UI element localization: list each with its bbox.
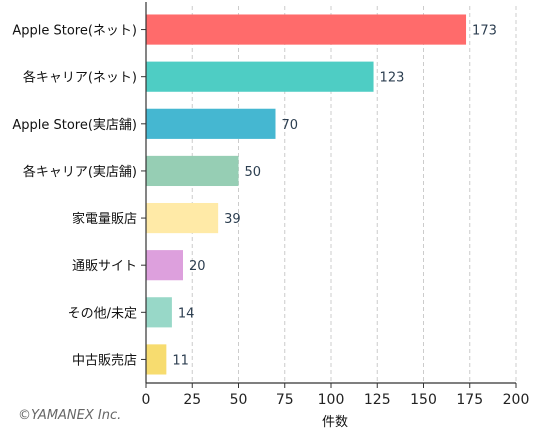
- x-tick-label: 75: [276, 392, 294, 408]
- x-tick-label: 200: [503, 392, 530, 408]
- x-tick-label: 0: [142, 392, 151, 408]
- x-axis-ticks: 0 25 50 75 100 125 150 175 200: [142, 383, 530, 408]
- x-tick-label: 100: [318, 392, 345, 408]
- x-tick-label: 175: [456, 392, 483, 408]
- data-label: 39: [224, 212, 241, 227]
- x-tick-label: 25: [183, 392, 201, 408]
- bar: [146, 297, 172, 328]
- category-label: Apple Store(ネット): [12, 24, 137, 39]
- bar: [146, 344, 167, 375]
- data-label: 70: [282, 118, 299, 133]
- copyright-text: ©YAMANEX Inc.: [18, 408, 122, 423]
- bar: [146, 202, 219, 234]
- x-tick-label: 50: [230, 392, 248, 408]
- data-label: 20: [189, 259, 206, 274]
- x-tick-label: 125: [364, 392, 391, 408]
- category-label: 家電量販店: [72, 211, 137, 227]
- category-labels: Apple Store(ネット) 各キャリア(ネット) Apple Store(実店…: [12, 24, 146, 368]
- category-label: 各キャリア(ネット): [23, 70, 137, 86]
- bar: [146, 61, 374, 92]
- category-label: Apple Store(実店舗): [12, 117, 137, 133]
- bars: [146, 14, 467, 375]
- bar: [146, 14, 467, 45]
- x-tick-label: 150: [410, 392, 437, 408]
- value-labels: 173 123 70 50 39 20 14 11: [172, 24, 497, 369]
- data-label: 173: [472, 24, 497, 39]
- data-label: 14: [178, 306, 195, 321]
- bar: [146, 250, 183, 281]
- category-label: 中古販売店: [72, 352, 137, 368]
- category-label: 各キャリア(実店舗): [23, 164, 137, 180]
- category-label: 通販サイト: [72, 259, 137, 274]
- data-label: 50: [245, 165, 262, 180]
- data-label: 11: [172, 353, 189, 368]
- bar: [146, 108, 276, 139]
- data-label: 123: [380, 71, 405, 86]
- category-label: その他/未定: [68, 306, 137, 321]
- x-axis-label: 件数: [322, 415, 348, 430]
- bar: [146, 155, 239, 187]
